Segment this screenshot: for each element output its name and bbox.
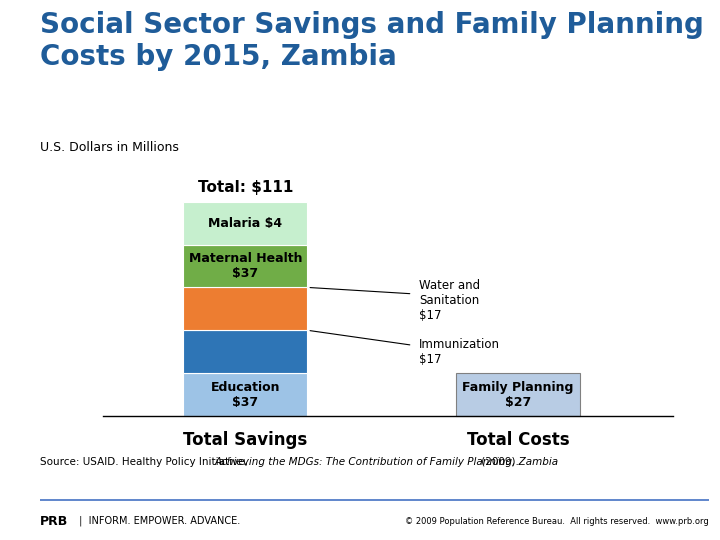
FancyBboxPatch shape [184,245,307,287]
FancyBboxPatch shape [184,287,307,330]
Text: Family Planning
$27: Family Planning $27 [462,381,574,409]
Text: PRB: PRB [40,515,68,528]
Text: © 2009 Population Reference Bureau.  All rights reserved.  www.prb.org: © 2009 Population Reference Bureau. All … [405,517,709,525]
Text: Total Savings: Total Savings [184,431,307,449]
FancyBboxPatch shape [184,330,307,373]
FancyBboxPatch shape [184,201,307,245]
Text: Water and
Sanitation
$17: Water and Sanitation $17 [419,279,480,322]
Text: Total Costs: Total Costs [467,431,569,449]
FancyBboxPatch shape [456,373,580,416]
Text: U.S. Dollars in Millions: U.S. Dollars in Millions [40,140,179,154]
FancyBboxPatch shape [184,373,307,416]
Text: Total: $111: Total: $111 [198,180,293,195]
Text: Education
$37: Education $37 [211,381,280,409]
Text: Immunization
$17: Immunization $17 [419,338,500,366]
Text: |  INFORM. EMPOWER. ADVANCE.: | INFORM. EMPOWER. ADVANCE. [76,516,240,526]
Text: Social Sector Savings and Family Planning
Costs by 2015, Zambia: Social Sector Savings and Family Plannin… [40,11,703,71]
Text: Achieving the MDGs: The Contribution of Family Planning, Zambia: Achieving the MDGs: The Contribution of … [215,457,559,467]
Text: Maternal Health
$37: Maternal Health $37 [189,252,302,280]
Text: (2009).: (2009). [478,457,519,467]
Text: Malaria $4: Malaria $4 [208,217,282,230]
Text: Source: USAID. Healthy Policy Initiative,: Source: USAID. Healthy Policy Initiative… [40,457,251,467]
